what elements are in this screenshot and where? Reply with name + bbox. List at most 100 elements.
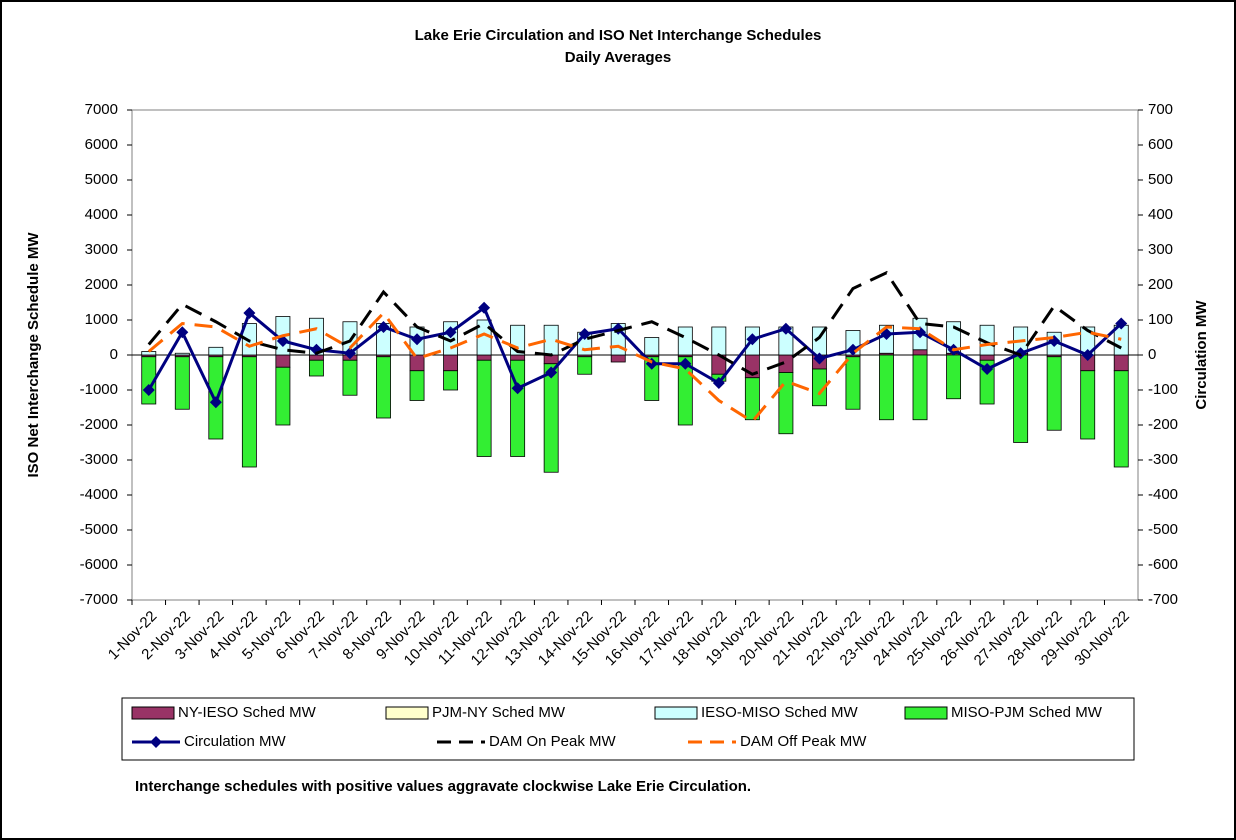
y2-tick-label: 100: [1148, 311, 1173, 328]
bar-segment: [342, 359, 358, 396]
bar-segment: [241, 356, 257, 468]
bar-segment: [946, 354, 962, 400]
bar-segment: [141, 351, 157, 356]
bar-segment: [476, 359, 492, 457]
y-tick-label: -4000: [80, 486, 118, 503]
legend: [121, 697, 1135, 761]
bar-segment: [845, 356, 861, 410]
bar-segment: [1113, 370, 1129, 468]
y-tick-label: 1000: [85, 311, 118, 328]
y-axis-title: ISO Net Interchange Schedule MW: [25, 232, 42, 478]
y-tick-label: -1000: [80, 381, 118, 398]
bar-segment: [510, 354, 526, 361]
y2-tick-label: 200: [1148, 276, 1173, 293]
y-tick-label: -2000: [80, 416, 118, 433]
bar-segment: [879, 354, 894, 421]
legend-marker: [150, 736, 162, 748]
chart-subtitle: Daily Averages: [565, 49, 671, 66]
y2-tick-label: -400: [1148, 486, 1178, 503]
line-marker: [478, 301, 491, 314]
bar-segment: [174, 352, 190, 356]
bar-segment: [275, 366, 291, 426]
legend-label: NY-IESO Sched MW: [178, 704, 317, 721]
bar-segment: [610, 354, 626, 363]
line-series: [147, 270, 1122, 376]
line-marker: [444, 326, 457, 339]
line-marker: [142, 384, 155, 396]
bar-segment: [376, 356, 391, 419]
bar-segment: [912, 354, 928, 421]
y2-tick-label: 500: [1148, 171, 1173, 188]
y-tick-label: 0: [110, 346, 118, 363]
legend-label: DAM Off Peak MW: [740, 733, 867, 750]
line-marker: [377, 321, 390, 333]
bar-segment: [510, 359, 526, 457]
y-tick-label: 7000: [85, 101, 118, 118]
bar-segment: [543, 363, 559, 473]
y2-tick-label: 300: [1148, 241, 1173, 258]
legend-swatch: [904, 706, 948, 720]
y2-tick-label: -300: [1148, 451, 1178, 468]
legend-label: DAM On Peak MW: [489, 733, 617, 750]
y-tick-label: 6000: [85, 136, 118, 153]
bar-segment: [308, 354, 324, 361]
y2-axis-title: Circulation MW: [1193, 300, 1210, 410]
y2-tick-label: -100: [1148, 381, 1178, 398]
bar-segment: [677, 326, 693, 356]
y-tick-label: -5000: [80, 521, 118, 538]
line-series: [147, 310, 1122, 424]
bar-segment: [1080, 370, 1096, 440]
line-marker: [243, 307, 256, 319]
y2-tick-label: 600: [1148, 136, 1173, 153]
bar-segment: [1013, 354, 1029, 443]
y-tick-label: 5000: [85, 171, 118, 188]
bar-segment: [577, 356, 593, 375]
line-marker: [712, 377, 725, 389]
bar-segment: [644, 356, 660, 401]
bar-segment: [979, 354, 995, 361]
bar-segment: [711, 326, 727, 356]
y-tick-label: -7000: [80, 591, 118, 608]
y-tick-label: -3000: [80, 451, 118, 468]
legend-swatch: [385, 706, 429, 720]
bar-segment: [476, 354, 492, 361]
line-marker: [746, 333, 759, 346]
bar-segment: [275, 354, 291, 368]
y2-tick-label: -600: [1148, 556, 1178, 573]
line-marker: [343, 347, 356, 360]
line-marker: [1081, 349, 1094, 361]
legend-swatch: [131, 706, 175, 720]
y-tick-label: -6000: [80, 556, 118, 573]
line-marker: [981, 363, 994, 375]
y2-tick-label: -500: [1148, 521, 1178, 538]
legend-label: IESO-MISO Sched MW: [701, 704, 859, 721]
y2-tick-label: 0: [1148, 346, 1156, 363]
legend-label: Circulation MW: [184, 733, 287, 750]
bar-segment: [912, 349, 928, 356]
y-tick-label: 4000: [85, 206, 118, 223]
line-marker: [511, 382, 524, 395]
line-marker: [209, 396, 222, 409]
line-marker: [813, 352, 826, 365]
bar-segment: [1046, 356, 1062, 431]
line-marker: [411, 333, 424, 346]
y2-tick-label: -700: [1148, 591, 1178, 608]
bar-segment: [208, 346, 224, 356]
bar-segment: [308, 359, 324, 377]
bar-segment: [644, 337, 660, 356]
bar-segment: [409, 354, 425, 372]
legend-label: MISO-PJM Sched MW: [951, 704, 1103, 721]
line-marker: [679, 357, 692, 370]
line-marker: [1014, 347, 1027, 360]
line-series: [147, 305, 1123, 407]
line-marker: [176, 326, 189, 339]
bar-segment: [174, 356, 190, 410]
y-tick-label: 2000: [85, 276, 118, 293]
bar-segment: [778, 372, 794, 435]
bar-segment: [443, 370, 459, 391]
y2-tick-label: -200: [1148, 416, 1178, 433]
footnote: Interchange schedules with positive valu…: [135, 778, 751, 795]
line-marker: [1115, 317, 1128, 330]
line-marker: [779, 322, 792, 335]
bar-segment: [409, 370, 425, 401]
